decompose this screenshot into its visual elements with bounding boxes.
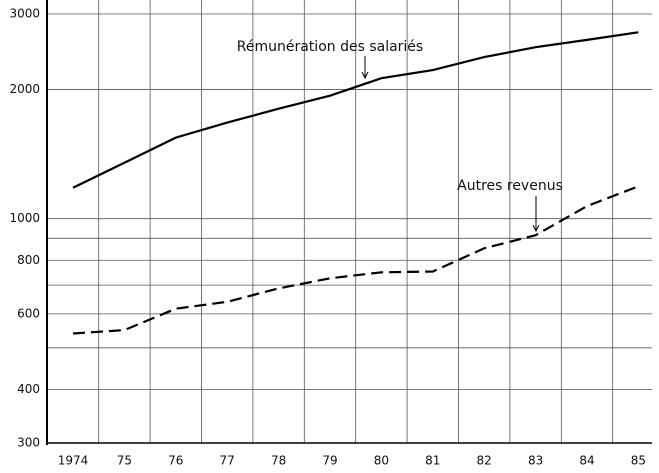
x-tick-label: 78	[271, 454, 286, 468]
x-tick-label: 76	[168, 454, 183, 468]
series-annotation: Rémunération des salariés	[237, 39, 423, 55]
x-tick-label: 84	[579, 454, 594, 468]
series-annotation: Autres revenus	[457, 178, 563, 194]
y-tick-label: 800	[17, 253, 40, 267]
series-line	[72, 185, 639, 335]
annotation-arrowhead	[532, 224, 540, 233]
x-tick-label: 82	[477, 454, 492, 468]
annotation-arrowhead	[361, 71, 369, 80]
x-tick-label: 85	[631, 454, 646, 468]
series-line	[72, 31, 639, 189]
x-tick-label: 81	[425, 454, 440, 468]
y-tick-label: 3000	[9, 7, 40, 21]
y-tick-label: 400	[17, 382, 40, 396]
y-tick-label: 600	[17, 306, 40, 320]
y-tick-label: 300	[17, 436, 40, 450]
x-tick-label: 1974	[58, 454, 89, 468]
x-tick-label: 80	[374, 454, 389, 468]
x-tick-label: 77	[220, 454, 235, 468]
x-tick-label: 75	[117, 454, 132, 468]
y-tick-label: 1000	[9, 211, 40, 225]
y-tick-label: 2000	[9, 82, 40, 96]
x-tick-label: 83	[528, 454, 543, 468]
x-tick-label: 79	[322, 454, 337, 468]
